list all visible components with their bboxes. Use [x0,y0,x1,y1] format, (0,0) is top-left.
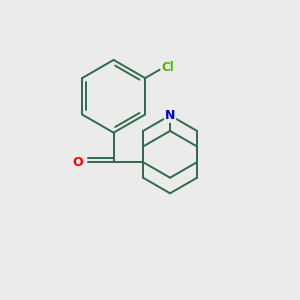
Text: Cl: Cl [161,61,174,74]
Text: N: N [165,109,175,122]
Text: O: O [73,156,83,169]
